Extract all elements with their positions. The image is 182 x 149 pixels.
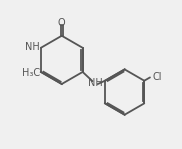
Text: O: O: [58, 18, 66, 28]
Text: NH: NH: [88, 78, 102, 88]
Text: NH: NH: [25, 42, 40, 52]
Text: H₃C: H₃C: [21, 68, 40, 78]
Text: Cl: Cl: [153, 72, 162, 82]
